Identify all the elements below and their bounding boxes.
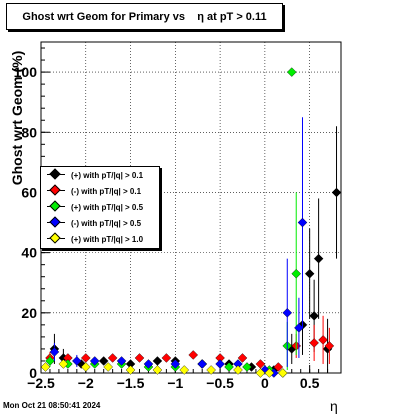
data-point: [116, 356, 127, 366]
data-marks: [40, 67, 342, 378]
data-point: [197, 359, 207, 369]
x-tick-label: 0: [261, 375, 269, 391]
data-point: [242, 362, 252, 372]
data-point: [297, 217, 308, 228]
data-point: [309, 338, 319, 348]
data-point: [286, 67, 297, 77]
data-point: [72, 356, 82, 366]
data-point: [318, 335, 328, 345]
y-tick-label: 40: [21, 245, 37, 261]
data-point: [98, 356, 109, 366]
y-tick-label: 60: [21, 184, 37, 200]
data-point: [304, 268, 315, 279]
x-tick-label: −0.5: [206, 375, 234, 391]
legend-label: (-) with pT/|q| > 0.1: [71, 186, 142, 196]
data-point: [278, 368, 288, 378]
data-point: [107, 353, 118, 363]
data-point: [40, 362, 51, 372]
data-point: [309, 311, 319, 321]
legend-entry: (-) with pT/|q| > 0.1: [41, 183, 161, 199]
legend: (+) with pT/|q| > 0.1 (-) with pT/|q| > …: [40, 166, 160, 249]
data-point: [188, 350, 199, 360]
legend-entry: (+) with pT/|q| > 0.1: [41, 167, 161, 183]
data-point: [215, 359, 225, 369]
legend-label: (-) with pT/|q| > 0.5: [71, 218, 142, 228]
legend-marker: [41, 231, 71, 247]
x-tick-label: −1: [167, 375, 183, 391]
y-tick-label: 0: [29, 365, 37, 381]
legend-marker: [41, 167, 71, 183]
data-point: [58, 359, 69, 369]
data-point: [291, 268, 302, 279]
data-point: [282, 308, 293, 318]
timestamp: Mon Oct 21 08:50:41 2024: [3, 401, 101, 410]
data-point: [179, 365, 190, 375]
data-point: [143, 359, 154, 369]
x-axis-label: η: [330, 398, 338, 414]
legend-marker: [41, 215, 71, 231]
data-point: [80, 362, 91, 372]
x-tick-label: −2: [78, 375, 94, 391]
axes: −2.5 −2 −1.5 −1 −0.5 0 0.5 0 20 40 60 80 100: [14, 47, 329, 391]
legend-entry: (+) with pT/|q| > 0.5: [41, 199, 161, 215]
data-point: [206, 365, 216, 375]
data-point: [89, 356, 100, 366]
data-point: [152, 365, 163, 375]
legend-label: (+) with pT/|q| > 1.0: [71, 234, 144, 244]
x-tick-label: −1.5: [117, 375, 145, 391]
data-point: [255, 368, 266, 378]
data-point: [273, 362, 284, 372]
data-point: [331, 187, 342, 198]
data-point: [45, 356, 55, 366]
data-point: [233, 365, 243, 375]
y-axis-label: Ghost wrt Geom (%): [9, 50, 25, 186]
data-point: [49, 347, 60, 357]
data-point: [170, 359, 181, 369]
legend-label: (+) with pT/|q| > 0.1: [71, 170, 144, 180]
data-point: [264, 368, 275, 378]
legend-entry: (+) with pT/|q| > 1.0: [41, 231, 161, 247]
data-point: [103, 362, 113, 372]
y-tick-label: 20: [21, 305, 37, 321]
data-point: [224, 362, 234, 372]
data-point: [324, 341, 335, 351]
x-tick-label: −2.5: [27, 375, 55, 391]
legend-marker: [41, 199, 71, 215]
data-point: [294, 323, 304, 333]
legend-entry: (-) with pT/|q| > 0.5: [41, 215, 161, 231]
data-point: [134, 353, 145, 363]
chart-title: Ghost wrt Geom for Primary vs η at pT > …: [6, 3, 283, 30]
data-point: [237, 353, 248, 363]
x-tick-label: 0.5: [300, 375, 320, 391]
y-tick-label: 100: [14, 64, 38, 80]
y-tick-label: 80: [21, 124, 37, 140]
data-point: [313, 253, 324, 264]
legend-label: (+) with pT/|q| > 0.5: [71, 202, 144, 212]
data-point: [125, 365, 136, 375]
legend-marker: [41, 183, 71, 199]
data-point: [161, 353, 172, 363]
